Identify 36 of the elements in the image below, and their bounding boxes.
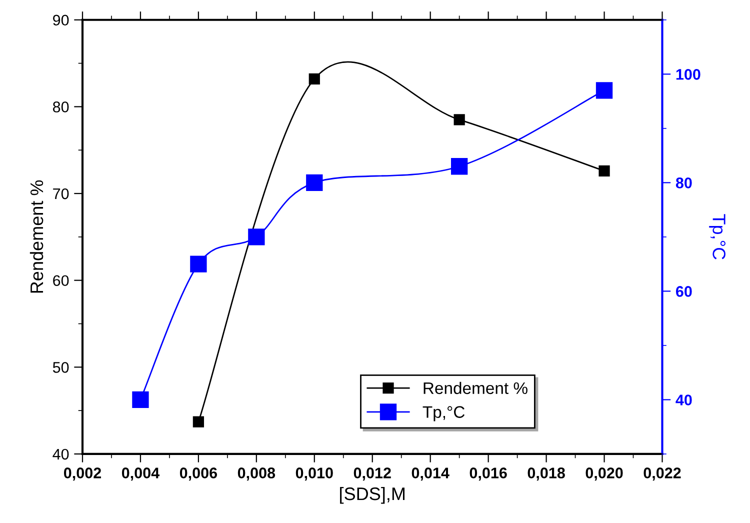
y-tick-label: 50 (52, 362, 69, 373)
y2-tick-label: 60 (676, 286, 692, 297)
y2-tick-label: 100 (676, 69, 700, 80)
x-tick-label: 0,018 (528, 468, 565, 481)
y2-tick-label: 40 (676, 394, 692, 406)
legend-label: Rendement % (424, 382, 528, 394)
legend-label: Tp,°C (422, 406, 465, 422)
x-tick-label: 0,014 (412, 468, 450, 481)
x-tick-label: 0,002 (64, 468, 102, 481)
y-tick-label: 70 (53, 188, 69, 200)
x-tick-label: 0,010 (296, 468, 333, 481)
x-axis-title: [SDS],M (340, 486, 404, 504)
y-tick-label: 90 (53, 14, 69, 26)
x-tick-label: 0,022 (644, 468, 681, 481)
point (308, 73, 320, 84)
x-tick-label: 0,008 (238, 468, 276, 481)
y-tick-label: 40 (52, 448, 69, 460)
x-tick-label: 0,020 (586, 468, 623, 481)
point (132, 391, 149, 408)
point (451, 158, 468, 175)
x-tick-label: 0,016 (470, 468, 507, 481)
y2-axis-title: Tp,°C (709, 214, 726, 260)
point (190, 256, 207, 272)
point (306, 174, 323, 191)
y-tick-label: 60 (53, 275, 69, 286)
x-tick-label: 0,006 (180, 468, 218, 481)
x-tick-label: 0,004 (122, 468, 160, 481)
x-tick-label: 0,012 (354, 468, 391, 481)
y-axis-title: Rendement % (30, 180, 44, 293)
point (248, 228, 265, 246)
y-tick-label: 80 (52, 102, 69, 112)
y2-tick-label: 80 (676, 178, 692, 188)
point (596, 82, 613, 99)
point (454, 114, 465, 126)
point (192, 416, 204, 428)
point (598, 165, 610, 176)
